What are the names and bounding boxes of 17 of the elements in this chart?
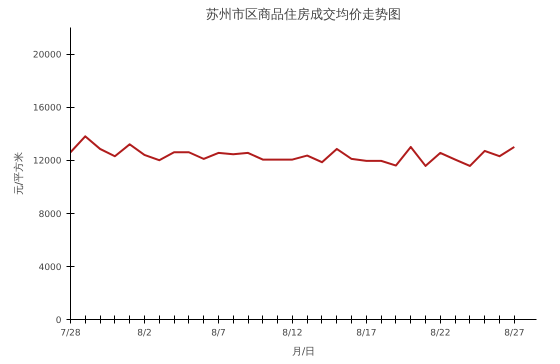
- x-tick-label: 8/2: [137, 328, 152, 338]
- x-tick-label: 8/7: [211, 328, 226, 338]
- x-tick-label: 8/27: [504, 328, 524, 338]
- y-tick-label: 16000: [32, 104, 62, 114]
- x-tick-label: 8/17: [356, 328, 376, 338]
- x-tick-label: 8/12: [282, 328, 303, 338]
- y-axis-title: 元/平方米: [12, 152, 25, 196]
- y-tick-label: 4000: [38, 262, 62, 273]
- x-tick-label: 7/28: [60, 328, 81, 338]
- x-axis-title: 月/日: [292, 346, 316, 358]
- chart-title: 苏州市区商品住房成交均价走势图: [206, 6, 401, 22]
- y-tick-label: 20000: [32, 50, 62, 61]
- line-series: [70, 135, 516, 167]
- y-tick-label: 8000: [38, 210, 62, 220]
- y-tick-label: 0: [56, 316, 62, 326]
- x-tick-label: 8/22: [430, 328, 450, 338]
- y-tick-label: 12000: [32, 156, 62, 167]
